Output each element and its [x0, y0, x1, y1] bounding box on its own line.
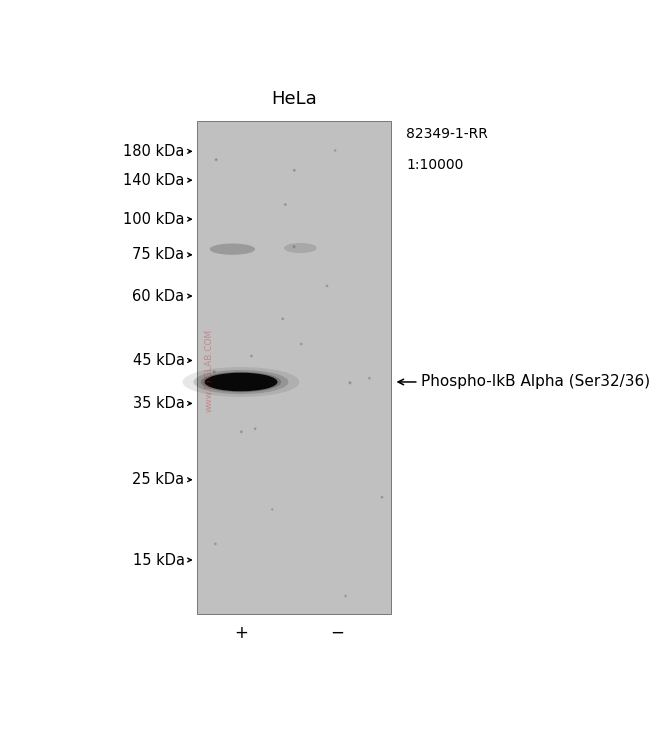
Point	[246, 350, 257, 362]
Point	[289, 164, 300, 176]
Text: −: −	[330, 624, 344, 642]
Ellipse shape	[210, 244, 255, 255]
Text: 45 kDa: 45 kDa	[133, 353, 185, 368]
Text: 75 kDa: 75 kDa	[133, 247, 185, 262]
Point	[209, 366, 220, 377]
Text: 1:10000: 1:10000	[406, 158, 463, 172]
Point	[289, 241, 299, 252]
Point	[280, 199, 291, 211]
Point	[322, 280, 332, 292]
Text: 100 kDa: 100 kDa	[123, 211, 185, 227]
Ellipse shape	[284, 243, 317, 253]
Point	[250, 423, 261, 435]
Text: 60 kDa: 60 kDa	[133, 288, 185, 304]
Ellipse shape	[194, 370, 289, 394]
Point	[296, 338, 306, 350]
Text: 35 kDa: 35 kDa	[133, 396, 185, 411]
Point	[278, 313, 288, 324]
Point	[364, 372, 374, 384]
Point	[330, 145, 341, 156]
Ellipse shape	[201, 371, 281, 392]
Text: 180 kDa: 180 kDa	[123, 144, 185, 159]
Point	[341, 590, 351, 602]
Point	[344, 377, 355, 389]
Point	[377, 491, 387, 503]
Text: +: +	[234, 624, 248, 642]
Bar	[197, 121, 391, 614]
Text: 82349-1-RR: 82349-1-RR	[406, 126, 488, 140]
Text: 25 kDa: 25 kDa	[133, 472, 185, 487]
Ellipse shape	[204, 373, 278, 391]
Point	[236, 426, 246, 437]
Text: HeLa: HeLa	[271, 90, 317, 109]
Text: 140 kDa: 140 kDa	[123, 172, 185, 188]
Ellipse shape	[183, 367, 300, 397]
Text: Phospho-IkB Alpha (Ser32/36): Phospho-IkB Alpha (Ser32/36)	[421, 374, 650, 390]
Point	[211, 153, 222, 165]
Text: www.PTGLAB.COM: www.PTGLAB.COM	[205, 329, 214, 413]
Point	[267, 504, 278, 515]
Text: 15 kDa: 15 kDa	[133, 553, 185, 567]
Point	[210, 538, 220, 550]
